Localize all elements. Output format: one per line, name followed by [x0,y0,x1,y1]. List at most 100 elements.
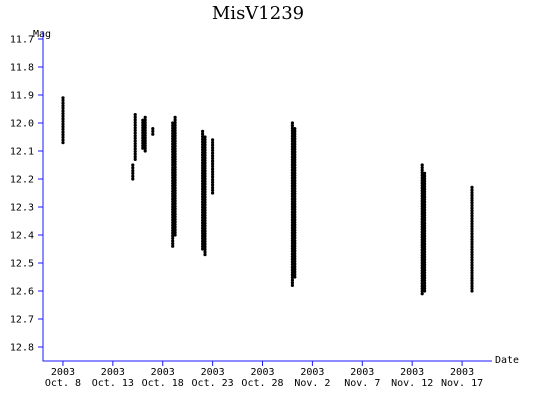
y-tick-label: 12.7 [10,315,34,326]
data-point [201,203,205,207]
data-point [171,142,175,146]
data-point [171,202,175,206]
data-point [173,222,177,227]
x-tick-year: 2003 [300,367,324,378]
y-tick-label: 12.2 [10,175,34,186]
data-point [470,281,474,285]
data-point [470,289,474,293]
data-point [423,234,427,238]
data-point [420,253,424,257]
data-point [173,157,177,161]
data-point [423,242,427,246]
data-point [423,281,427,285]
data-point [293,129,297,133]
data-point [203,224,207,228]
data-point [201,176,205,180]
data-point [171,126,175,130]
y-tick-label: 12.0 [10,119,34,130]
data-point [133,126,137,130]
data-point [201,210,205,214]
data-point [143,139,147,143]
data-point [423,276,427,280]
data-point [290,220,294,225]
data-point [420,222,424,226]
data-point [201,129,205,133]
data-point [133,155,137,159]
data-point [423,216,427,220]
data-point [201,153,205,157]
data-point [171,134,175,138]
data-point [423,247,427,251]
data-point [423,224,427,228]
data-point [173,175,177,180]
data-point [290,192,294,196]
data-point [290,171,294,175]
data-point [423,171,427,175]
data-point [211,138,215,142]
data-point [293,249,297,253]
data-point [201,163,205,167]
data-point [211,143,215,147]
data-point [290,163,294,167]
data-point [171,139,175,143]
data-point [290,236,294,240]
data-point [171,158,175,162]
data-point [290,210,294,214]
data-point [61,106,65,110]
data-point [423,237,427,241]
data-point [293,194,297,198]
data-point [203,179,207,183]
data-point [293,275,297,279]
data-point [290,168,294,172]
x-tick-year: 2003 [201,367,225,378]
data-point [423,268,427,272]
data-point [203,145,207,150]
data-point [290,176,294,180]
data-point [470,286,474,290]
data-point [131,174,135,178]
data-point [141,118,145,122]
data-point [293,173,297,178]
data-point [201,226,205,230]
data-point [61,104,65,108]
data-point [203,219,207,223]
data-point [201,155,205,160]
data-point [141,131,145,135]
data-point [293,168,297,172]
data-point [293,127,297,131]
data-point [293,233,297,237]
data-point [423,265,427,270]
data-point [470,245,474,249]
data-point [173,170,177,174]
data-point [211,154,215,158]
data-point [290,150,294,154]
data-point [293,205,297,209]
data-point [420,261,424,265]
data-point [173,178,177,182]
data-point [470,185,474,189]
data-point [143,126,147,130]
data-point [61,122,65,126]
data-point [203,216,207,220]
data-point [211,151,215,155]
data-point [201,242,205,246]
data-point [211,148,215,152]
data-point [420,168,424,172]
data-point [201,234,205,238]
data-point [293,181,297,185]
data-point [211,162,215,166]
data-point [203,169,207,173]
data-point [470,260,474,265]
data-point [211,164,215,168]
data-point [420,238,424,242]
data-point [423,174,427,178]
data-point [61,96,65,100]
data-point [423,260,427,264]
y-tick-label: 12.4 [10,231,34,242]
data-point [420,271,424,275]
data-point [290,129,294,133]
data-point [420,204,424,208]
data-point [133,139,137,143]
data-point [201,197,205,201]
